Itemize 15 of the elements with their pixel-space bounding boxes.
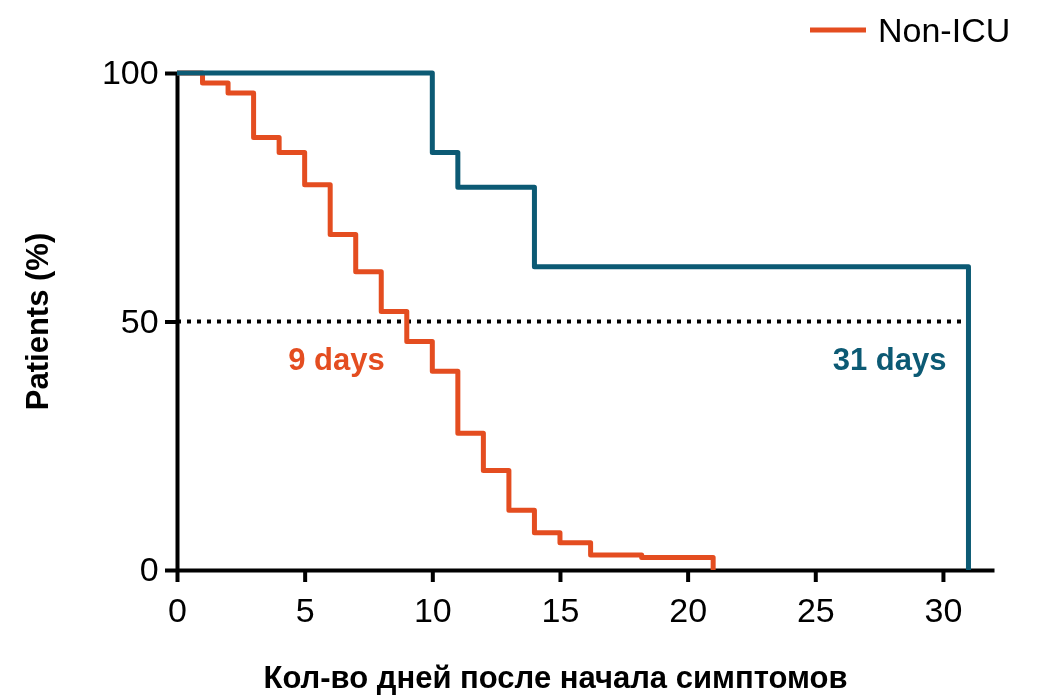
annotation: 31 days [832, 341, 947, 377]
x-tick-label: 20 [669, 591, 708, 630]
x-tick-label: 15 [541, 591, 580, 630]
x-axis-title: Кол-во дней после начала симптомов [263, 660, 848, 695]
x-tick-label: 0 [168, 591, 187, 630]
x-tick-label: 25 [796, 591, 835, 630]
y-tick-label: 100 [101, 53, 159, 92]
x-tick-label: 5 [295, 591, 315, 630]
annotation: 9 days [288, 341, 385, 377]
x-tick-label: 10 [413, 591, 452, 630]
y-tick-label: 0 [139, 550, 159, 589]
y-tick-label: 50 [120, 301, 159, 340]
y-axis-title: Patients (%) [20, 232, 55, 411]
x-tick-label: 30 [924, 591, 963, 630]
legend-label: Non-ICU [878, 11, 1011, 49]
